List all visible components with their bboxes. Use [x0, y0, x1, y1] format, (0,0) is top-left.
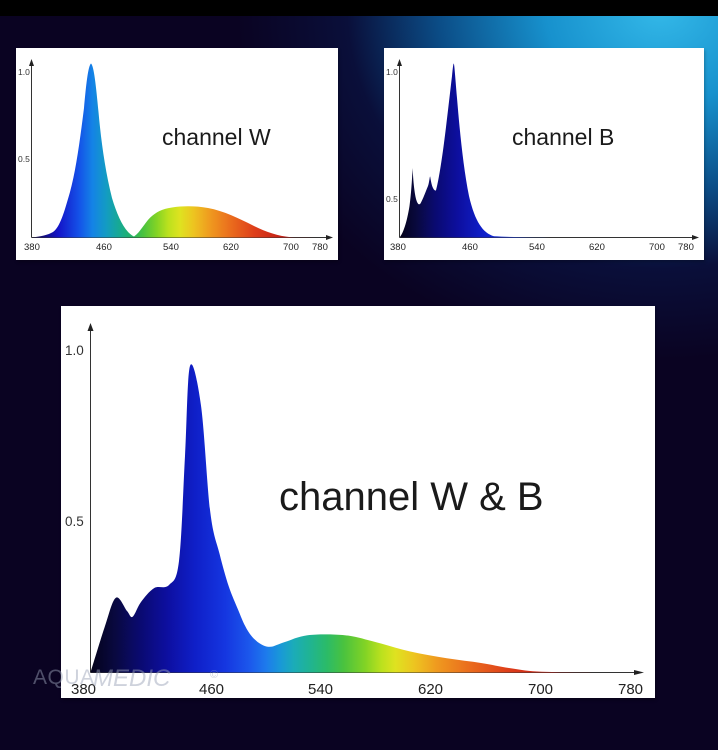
svg-text:0.5: 0.5 [386, 194, 398, 204]
svg-text:700: 700 [283, 242, 299, 253]
svg-text:780: 780 [618, 681, 643, 698]
svg-text:540: 540 [163, 242, 179, 253]
svg-text:1.0: 1.0 [386, 67, 398, 77]
svg-text:0.5: 0.5 [65, 514, 84, 529]
svg-text:channel W: channel W [162, 124, 271, 150]
svg-text:1.0: 1.0 [65, 343, 84, 358]
svg-text:380: 380 [390, 242, 406, 253]
svg-text:©: © [210, 669, 218, 681]
svg-text:460: 460 [96, 242, 112, 253]
svg-text:460: 460 [462, 242, 478, 253]
svg-text:MEDIC: MEDIC [93, 665, 171, 692]
svg-text:380: 380 [24, 242, 40, 253]
svg-text:620: 620 [223, 242, 239, 253]
svg-text:540: 540 [529, 242, 545, 253]
svg-text:700: 700 [649, 242, 665, 253]
svg-text:700: 700 [528, 681, 553, 698]
svg-text:1.0: 1.0 [18, 67, 30, 77]
svg-text:channel W & B: channel W & B [279, 475, 544, 519]
svg-text:620: 620 [418, 681, 443, 698]
svg-text:780: 780 [312, 242, 328, 253]
svg-text:AQUA: AQUA [33, 666, 95, 689]
svg-text:540: 540 [308, 681, 333, 698]
svg-text:0.5: 0.5 [18, 154, 30, 164]
svg-text:channel B: channel B [512, 124, 614, 150]
svg-text:780: 780 [678, 242, 694, 253]
svg-text:620: 620 [589, 242, 605, 253]
